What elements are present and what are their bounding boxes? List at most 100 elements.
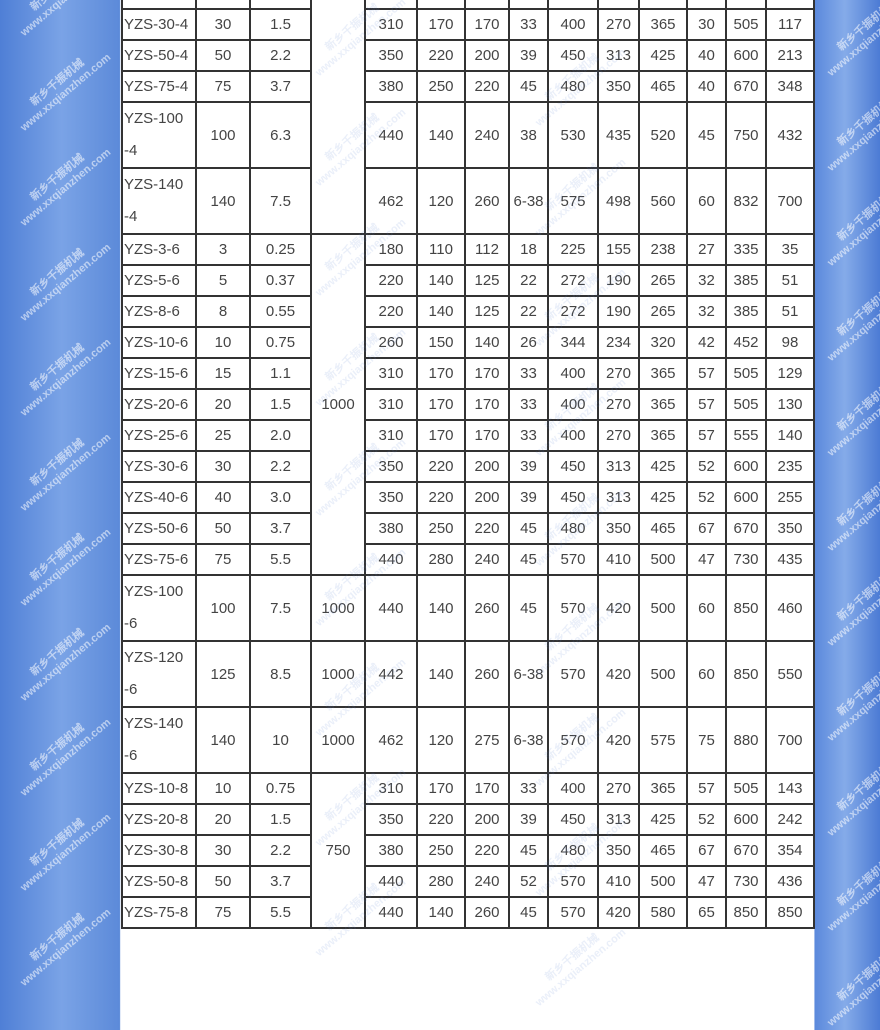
value-cell [686,0,727,10]
value-cell: 30 [195,834,251,867]
value-cell: 465 [638,834,688,867]
table-row: YZS-140-6 140 10 1000 462 120 275 6-38 570 420 575… [121,706,815,774]
value-cell: 480 [547,512,599,545]
value-cell: 125 [464,264,510,297]
value-cell: 575 [547,167,599,235]
value-cell: 365 [638,419,688,452]
value-cell: 270 [597,419,640,452]
value-cell: 5.5 [249,543,312,576]
value-cell: 150 [416,326,466,359]
value-cell: 260 [464,167,510,235]
value-cell: 180 [364,233,418,266]
value-cell: 344 [547,326,599,359]
watermark-url: www.xxqianzhen.com [533,926,629,1009]
value-cell: 50 [195,512,251,545]
value-cell: 170 [464,772,510,805]
value-cell: 45 [686,101,727,169]
model-name: YZS-5-6 [124,272,180,289]
value-cell: 220 [464,70,510,103]
table-row: YZS-30-8 30 2.2 380 250 220 45 480 350 465 67 670 35… [121,834,815,867]
value-cell: 850 [765,896,815,929]
value-cell: 234 [597,326,640,359]
value-cell: 0.37 [249,264,312,297]
speed-cell [310,0,366,235]
value-cell: 33 [508,419,549,452]
value-cell: 600 [725,481,767,514]
value-cell: 57 [686,388,727,421]
value-cell: 10 [195,326,251,359]
value-cell: 310 [364,419,418,452]
value-cell: 39 [508,39,549,72]
model-cell: YZS-50-4 [121,39,197,72]
value-cell: 0.75 [249,772,312,805]
value-cell: 240 [464,101,510,169]
value-cell: 1.5 [249,8,312,41]
model-name: YZS-25-6 [124,427,189,444]
value-cell: 442 [364,640,418,708]
value-cell: 425 [638,481,688,514]
value-cell: 52 [508,865,549,898]
value-cell: 33 [508,772,549,805]
value-cell: 220 [416,39,466,72]
value-cell: 310 [364,8,418,41]
watermark-cn: 新乡千振机械 [28,626,87,679]
value-cell: 220 [416,481,466,514]
table-row: YZS-120-6 125 8.5 1000 442 140 260 6-38 570 420 50… [121,640,815,708]
value-cell: 20 [195,803,251,836]
value-cell: 190 [597,264,640,297]
model-cell: YZS-140-6 [121,706,197,774]
value-cell: 57 [686,357,727,390]
value-cell: 10 [249,706,312,774]
value-cell: 280 [416,865,466,898]
value-cell: 140 [416,896,466,929]
value-cell: 130 [765,388,815,421]
value-cell: 240 [464,865,510,898]
model-name: YZS-10-8 [124,780,189,797]
value-cell: 410 [597,543,640,576]
value-cell: 170 [416,419,466,452]
table-row: YZS-10-6 10 0.75 260 150 140 26 344 234 320 42 452 9… [121,326,815,359]
value-cell: 3.7 [249,512,312,545]
value-cell: 570 [547,640,599,708]
value-cell: 440 [364,865,418,898]
value-cell: 335 [725,233,767,266]
value-cell: 67 [686,512,727,545]
table-row [121,0,815,235]
value-cell: 380 [364,834,418,867]
value-cell: 270 [597,8,640,41]
watermark-url: www.xxqianzhen.com [18,906,114,989]
value-cell: 15 [195,357,251,390]
value-cell: 140 [765,419,815,452]
value-cell: 255 [765,481,815,514]
model-cell: YZS-30-8 [121,834,197,867]
value-cell: 45 [508,834,549,867]
value-cell: 310 [364,388,418,421]
value-cell: 440 [364,896,418,929]
value-cell: 555 [725,419,767,452]
value-cell: 33 [508,357,549,390]
value-cell: 462 [364,167,418,235]
value-cell: 450 [547,39,599,72]
model-name: YZS-3-6 [124,241,180,258]
model-cell: YZS-30-6 [121,450,197,483]
value-cell [638,0,688,10]
value-cell: 313 [597,803,640,836]
value-cell: 365 [638,8,688,41]
value-cell: 440 [364,574,418,642]
value-cell: 440 [364,101,418,169]
value-cell: 220 [364,264,418,297]
value-cell: 730 [725,865,767,898]
watermark-url: www.xxqianzhen.com [18,336,114,419]
value-cell: 462 [364,706,418,774]
model-cell: YZS-25-6 [121,419,197,452]
model-name: YZS-50-6 [124,520,189,537]
value-cell: 20 [195,388,251,421]
value-cell: 50 [195,865,251,898]
value-cell: 140 [416,295,466,328]
value-cell: 450 [547,450,599,483]
watermark-cn: 新乡千振机械 [28,151,87,204]
value-cell: 500 [638,543,688,576]
